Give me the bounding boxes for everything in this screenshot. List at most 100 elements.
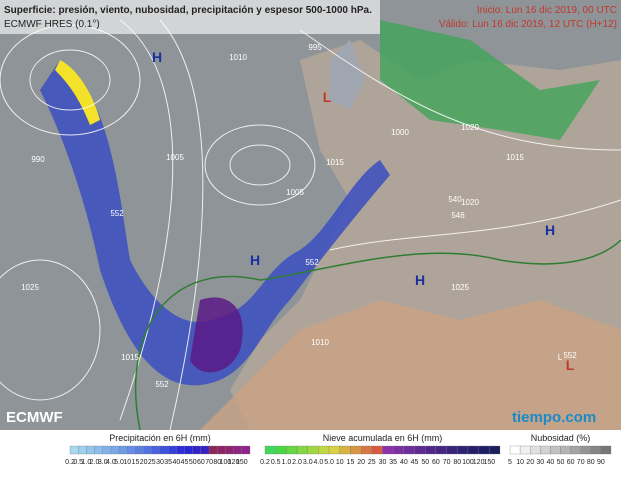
legend-swatch [102,445,112,455]
header-bg [0,0,380,34]
legend-swatch [69,445,79,455]
legend-label: 4.0 [314,459,324,466]
legend-title: Precipitación en 6H (mm) [109,433,211,443]
pressure-center: H [250,252,260,268]
pressure-center: H [152,49,162,65]
legend-swatch [339,445,351,455]
legend-swatch [159,445,169,455]
isoline-label: 995 [308,43,322,52]
legend-label: 50 [421,459,429,466]
legend-label: 25 [148,459,156,466]
legend-label: 80 [213,459,221,466]
legend-label: 4.0 [106,459,116,466]
legend-swatch [233,445,242,455]
legend-swatch [509,445,521,455]
isoline-label: 1010 [311,338,329,347]
legend-label: 5 [508,459,512,466]
legend-label: 80 [453,459,461,466]
model: ECMWF HRES (0.1°) [4,19,100,30]
legend-swatch [176,445,185,455]
legend-swatch [296,445,308,455]
isoline-label: 1010 [229,53,247,62]
legend-label: 120 [228,459,240,466]
legend-swatch [241,445,251,455]
legend-swatch [208,445,218,455]
legend-label: 1.0 [81,459,91,466]
legend-label: 60 [432,459,440,466]
legend-swatch [446,445,458,455]
legend-label: 120 [473,459,485,466]
legend-swatch [600,445,612,455]
legend-swatch [192,445,202,455]
legend-swatch [360,445,372,455]
legend-label: 150 [483,459,495,466]
legend-swatch [580,445,591,455]
legend-label: 10 [123,459,131,466]
isoline-label: 552 [110,209,124,218]
isoline-label: L [558,353,563,362]
legend-label: 100 [462,459,474,466]
isoline-label: 1000 [391,128,409,137]
legend-label: 50 [557,459,565,466]
legend-swatch [467,445,479,455]
legend-swatch [478,445,490,455]
valid-time: Válido: Lun 16 dic 2019, 12 UTC (H+12) [439,19,617,30]
legend-swatch [570,445,581,455]
legend-swatch [414,445,426,455]
pressure-center: H [415,272,425,288]
legend-swatch [590,445,602,455]
ecmwf-logo: ECMWF [6,409,63,426]
legend-swatch [264,445,276,455]
legend-swatch [550,445,561,455]
legend-swatch [425,445,437,455]
legend-label: 5.0 [114,459,124,466]
map [0,0,621,431]
legend-label: 90 [597,459,605,466]
legend-swatch [225,445,234,455]
isoline-label: 546 [451,211,465,220]
isoline-label: 1025 [451,283,469,292]
legend-swatch [143,445,152,455]
legend-label: 80 [587,459,595,466]
legend-label: 40 [547,459,555,466]
legend-swatch [168,445,177,455]
isoline-label: 1015 [506,153,524,162]
legend-swatch [457,445,469,455]
legend-label: 2.0 [292,459,302,466]
legend-label: 30 [156,459,164,466]
legend-label: 10 [336,459,344,466]
legend-label: 150 [236,459,248,466]
legend-label: 20 [526,459,534,466]
isoline-label: 1020 [461,198,479,207]
legend-swatch [382,445,394,455]
legend-swatch [489,445,501,455]
legend-label: 45 [181,459,189,466]
title: Superficie: presión, viento, nubosidad, … [4,5,372,16]
legend-label: 70 [577,459,585,466]
isoline-label: 1025 [21,283,39,292]
isoline-label: 1015 [326,158,344,167]
legend-swatch [403,445,415,455]
legend-label: 35 [389,459,397,466]
isoline-label: 552 [563,351,577,360]
legend-label: 40 [172,459,180,466]
legend-swatch [110,445,120,455]
legend-swatch [318,445,330,455]
legend-label: 15 [347,459,355,466]
start-time: Inicio: Lun 16 dic 2019, 00 UTC [477,5,617,16]
legend-label: 25 [368,459,376,466]
legend-label: 60 [567,459,575,466]
legend-label: 0.2 [260,459,270,466]
legend-label: 20 [140,459,148,466]
legend-label: 3.0 [98,459,108,466]
legend-swatch [350,445,362,455]
legend-swatch [519,445,531,455]
legend-swatch [560,445,571,455]
legend-swatch [217,445,226,455]
legend-swatch [151,445,161,455]
legend-swatch [118,445,128,455]
legend-label: 3.0 [303,459,313,466]
legend-swatch [307,445,319,455]
